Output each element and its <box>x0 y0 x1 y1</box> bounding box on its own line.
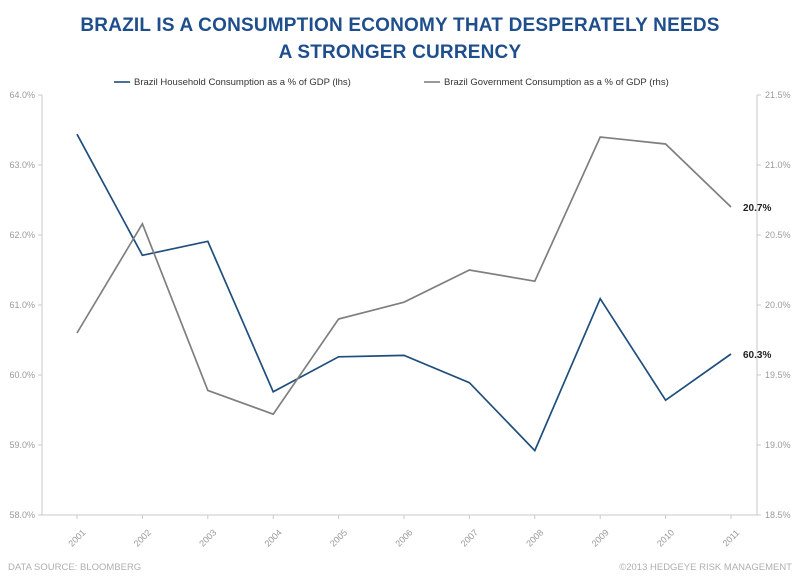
chart-title-line-2: A STRONGER CURRENCY <box>278 42 522 63</box>
left-tick-label: 58.0% <box>9 510 35 520</box>
right-tick-label: 19.0% <box>765 440 791 450</box>
right-tick-label: 18.5% <box>765 510 791 520</box>
x-tick-label: 2010 <box>655 527 676 548</box>
end-label-household: 60.3% <box>743 350 771 361</box>
x-tick-label: 2002 <box>132 527 153 548</box>
right-tick-label: 20.5% <box>765 230 791 240</box>
x-tick-label: 2007 <box>459 527 480 548</box>
x-tick-label: 2008 <box>524 527 545 548</box>
left-tick-label: 62.0% <box>9 230 35 240</box>
copyright-note: ©2013 HEDGEYE RISK MANAGEMENT <box>619 562 792 573</box>
left-tick-label: 60.0% <box>9 370 35 380</box>
x-tick-label: 2005 <box>328 527 349 548</box>
chart-title: BRAZIL IS A CONSUMPTION ECONOMY THAT DES… <box>0 12 800 66</box>
x-tick-label: 2001 <box>66 527 87 548</box>
x-tick-label: 2006 <box>393 527 414 548</box>
end-label-government: 20.7% <box>743 203 771 214</box>
x-tick-label: 2009 <box>590 527 611 548</box>
legend-label-government: Brazil Government Consumption as a % of … <box>444 77 669 88</box>
x-tick-label: 2004 <box>263 527 284 548</box>
left-tick-label: 64.0% <box>9 90 35 100</box>
right-tick-label: 21.0% <box>765 160 791 170</box>
left-tick-label: 63.0% <box>9 160 35 170</box>
x-tick-label: 2003 <box>197 527 218 548</box>
chart-title-line-1: BRAZIL IS A CONSUMPTION ECONOMY THAT DES… <box>80 15 720 36</box>
right-tick-label: 21.5% <box>765 90 791 100</box>
series-line-government <box>76 136 732 416</box>
x-tick-label: 2011 <box>721 528 742 549</box>
right-tick-label: 20.0% <box>765 300 791 310</box>
right-tick-label: 19.5% <box>765 370 791 380</box>
left-tick-label: 61.0% <box>9 300 35 310</box>
data-source-note: DATA SOURCE: BLOOMBERG <box>8 562 142 573</box>
series-line-household <box>76 133 732 453</box>
legend-label-household: Brazil Household Consumption as a % of G… <box>134 77 351 88</box>
left-tick-label: 59.0% <box>9 440 35 450</box>
